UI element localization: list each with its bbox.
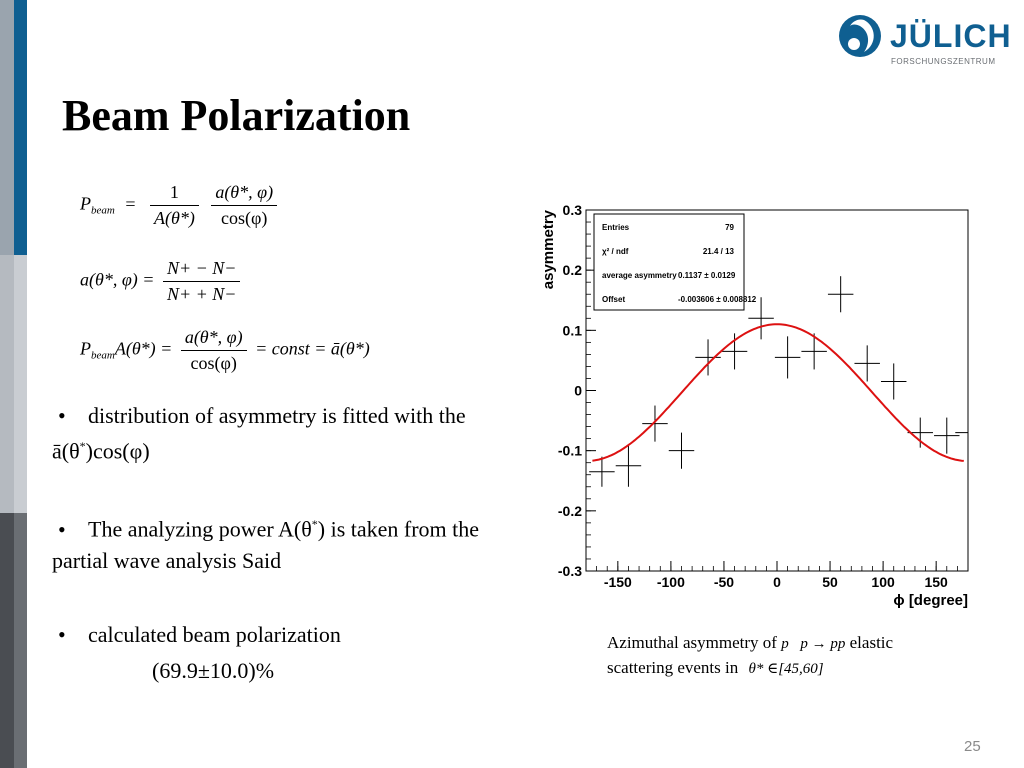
data-point (695, 339, 721, 376)
stats-value: 79 (725, 223, 734, 232)
data-point (880, 363, 907, 400)
figure-caption: Azimuthal asymmetry of p⃗p → pp elastic … (607, 633, 894, 677)
data-point (642, 405, 668, 442)
data-point (668, 432, 695, 469)
slide-title: Beam Polarization (62, 91, 411, 140)
data-point (801, 333, 827, 370)
data-point (721, 333, 748, 370)
stats-value: 0.1137 ± 0.0129 (678, 271, 736, 280)
data-point (748, 297, 774, 340)
bullet-item: • calculated beam polarization (58, 621, 341, 647)
data-point (615, 444, 642, 487)
stats-box (593, 213, 745, 311)
y-tick-label: 0 (574, 383, 582, 399)
side-bar-middle (0, 255, 27, 513)
data-point (955, 411, 969, 454)
data-point (774, 336, 801, 379)
logo-subtitle: FORSCHUNGSZENTRUM (891, 57, 996, 66)
stats-label: Offset (602, 295, 625, 304)
x-tick-label: -150 (604, 574, 632, 590)
fit-curve (592, 323, 964, 462)
x-axis-label: ϕ [degree] (893, 592, 968, 609)
data-point (827, 276, 854, 313)
julich-logo-icon (839, 15, 881, 57)
julich-logo: JÜLICH FORSCHUNGSZENTRUM (838, 14, 1011, 74)
bullet-item: • distribution of asymmetry is fitted wit… (52, 403, 466, 464)
equation-polarization: Pbeam = 1 A(θ*) a(θ*, φ) cos(φ) (80, 182, 281, 229)
x-tick-label: 100 (871, 574, 895, 590)
side-bar-top (0, 0, 27, 255)
x-tick-label: -50 (714, 574, 734, 590)
asymmetry-chart: -0.3 -0.2 -0.1 0 0.1 0.2 0.3 -150 -100 -50 0 50 100 1… (540, 202, 969, 609)
equation-asymmetry: a(θ*, φ) = N+ − N− N+ + N− (80, 258, 244, 305)
equation-constant: PbeamA(θ*) = a(θ*, φ) cos(φ) = const = ā(… (80, 327, 370, 373)
y-tick-label: 0.3 (563, 202, 583, 218)
stats-label: Entries (602, 223, 630, 232)
data-point (854, 345, 880, 382)
stats-label: average asymmetry (602, 271, 677, 280)
polarization-result: (69.9±10.0)% (152, 657, 275, 683)
logo-name: JÜLICH (890, 18, 1012, 54)
y-tick-label: 0.1 (563, 322, 583, 338)
y-axis-label: asymmetry (540, 209, 557, 289)
y-tick-label: -0.2 (558, 503, 582, 519)
x-tick-label: -100 (657, 574, 685, 590)
bullet-item: • The analyzing power A(θ*) is taken from… (52, 516, 480, 573)
y-tick-label: 0.2 (563, 262, 583, 278)
page-number: 25 (964, 738, 981, 755)
x-tick-label: 0 (773, 574, 781, 590)
stats-value: 21.4 / 13 (703, 247, 735, 256)
y-tick-label: -0.3 (558, 563, 582, 579)
x-tick-label: 50 (822, 574, 838, 590)
x-tick-label: 150 (924, 574, 948, 590)
data-point (589, 456, 615, 487)
y-tick-label: -0.1 (558, 443, 582, 459)
side-bar-bottom (0, 513, 27, 768)
stats-label: χ² / ndf (602, 247, 629, 256)
data-point (934, 417, 960, 454)
bullet-list: • distribution of asymmetry is fitted wit… (52, 400, 492, 686)
stats-value: -0.003606 ± 0.008812 (678, 295, 757, 304)
